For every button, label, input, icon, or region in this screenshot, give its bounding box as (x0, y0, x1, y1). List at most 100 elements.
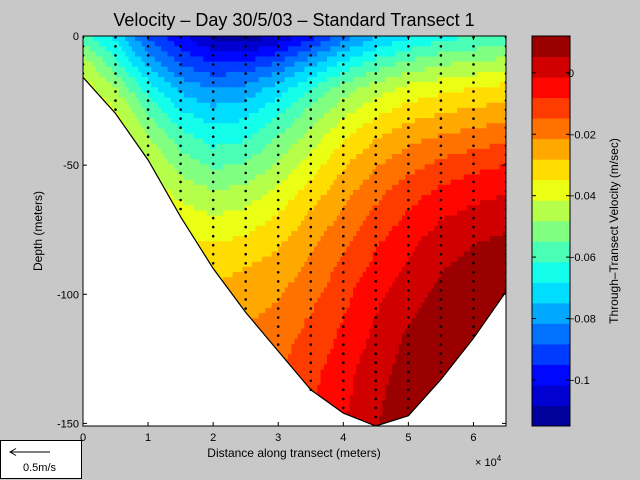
contour-cell (362, 77, 367, 83)
contour-cell (353, 41, 357, 47)
contour-cell (385, 210, 390, 217)
contour-cell (89, 77, 94, 83)
contour-cell (434, 148, 439, 155)
contour-cell (310, 107, 315, 114)
contour-cell (118, 61, 123, 68)
contour-cell (284, 46, 289, 52)
contour-cell (379, 143, 383, 150)
contour-cell (444, 195, 449, 201)
contour-cell (349, 169, 354, 176)
contour-cell (398, 148, 403, 155)
contour-cell (190, 138, 195, 145)
contour-cell (408, 36, 413, 42)
contour-cell (297, 112, 302, 119)
contour-cell (421, 71, 426, 78)
contour-cell (297, 102, 302, 109)
contour-cell (401, 123, 406, 129)
contour-cell (213, 128, 217, 135)
contour-cell (405, 77, 409, 83)
contour-cell (470, 154, 475, 160)
contour-cell (229, 210, 234, 217)
contour-cell (183, 220, 188, 227)
contour-cell (203, 154, 208, 160)
contour-cell (268, 97, 273, 104)
contour-cell (359, 36, 364, 42)
contour-cell (434, 138, 439, 145)
contour-cell (379, 215, 383, 222)
contour-cell (274, 174, 279, 181)
contour-cell (444, 118, 449, 124)
contour-cell (245, 154, 250, 160)
contour-cell (203, 210, 208, 217)
contour-cell (457, 71, 462, 78)
contour-cell (362, 36, 367, 42)
contour-cell (206, 195, 211, 201)
contour-cell (431, 148, 436, 155)
contour-cell (200, 138, 204, 145)
contour-cell (301, 220, 305, 227)
contour-cell (287, 189, 292, 196)
contour-cell (203, 112, 208, 119)
contour-cell (336, 118, 341, 124)
contour-cell (291, 112, 296, 119)
contour-cell (398, 215, 403, 222)
contour-cell (401, 179, 406, 186)
contour-cell (271, 164, 276, 171)
contour-cell (499, 51, 504, 58)
contour-cell (278, 195, 283, 201)
contour-cell (86, 61, 91, 68)
contour-cell (294, 123, 299, 129)
contour-cell (310, 154, 315, 160)
contour-cell (466, 102, 471, 109)
contour-cell (427, 118, 432, 124)
contour-cell (144, 82, 149, 88)
contour-cell (483, 77, 488, 83)
contour-cell (177, 154, 182, 160)
contour-cell (427, 133, 432, 140)
contour-cell (405, 184, 409, 191)
contour-cell (154, 36, 159, 42)
contour-cell (440, 92, 445, 99)
contour-cell (323, 97, 328, 104)
contour-cell (291, 118, 296, 124)
contour-cell (307, 107, 312, 114)
contour-cell (323, 112, 328, 119)
contour-cell (291, 143, 296, 150)
contour-cell (398, 77, 403, 83)
contour-cell (161, 138, 165, 145)
contour-cell (229, 46, 234, 52)
contour-cell (349, 112, 354, 119)
contour-cell (346, 51, 351, 58)
contour-cell (460, 87, 465, 94)
contour-cell (291, 107, 296, 114)
contour-cell (346, 154, 351, 160)
contour-cell (447, 148, 452, 155)
contour-cell (196, 46, 201, 52)
contour-cell (366, 51, 370, 58)
contour-cell (131, 102, 136, 109)
contour-cell (421, 66, 426, 73)
contour-cell (203, 102, 208, 109)
contour-cell (196, 210, 201, 217)
contour-cell (174, 51, 178, 58)
contour-cell (330, 143, 335, 150)
contour-cell (453, 102, 458, 109)
contour-cell (213, 133, 217, 140)
contour-cell (470, 66, 475, 73)
contour-cell (248, 36, 253, 42)
contour-cell (157, 87, 162, 94)
contour-cell (301, 205, 305, 212)
contour-cell (411, 184, 416, 191)
contour-cell (248, 97, 253, 104)
contour-cell (242, 87, 247, 94)
contour-cell (408, 205, 413, 212)
contour-cell (278, 97, 283, 104)
contour-cell (457, 46, 462, 52)
contour-cell (284, 215, 289, 222)
contour-cell (336, 66, 341, 73)
contour-cell (476, 205, 481, 212)
contour-cell (281, 159, 286, 165)
contour-cell (226, 82, 231, 88)
contour-cell (193, 220, 198, 227)
contour-cell (356, 46, 361, 52)
